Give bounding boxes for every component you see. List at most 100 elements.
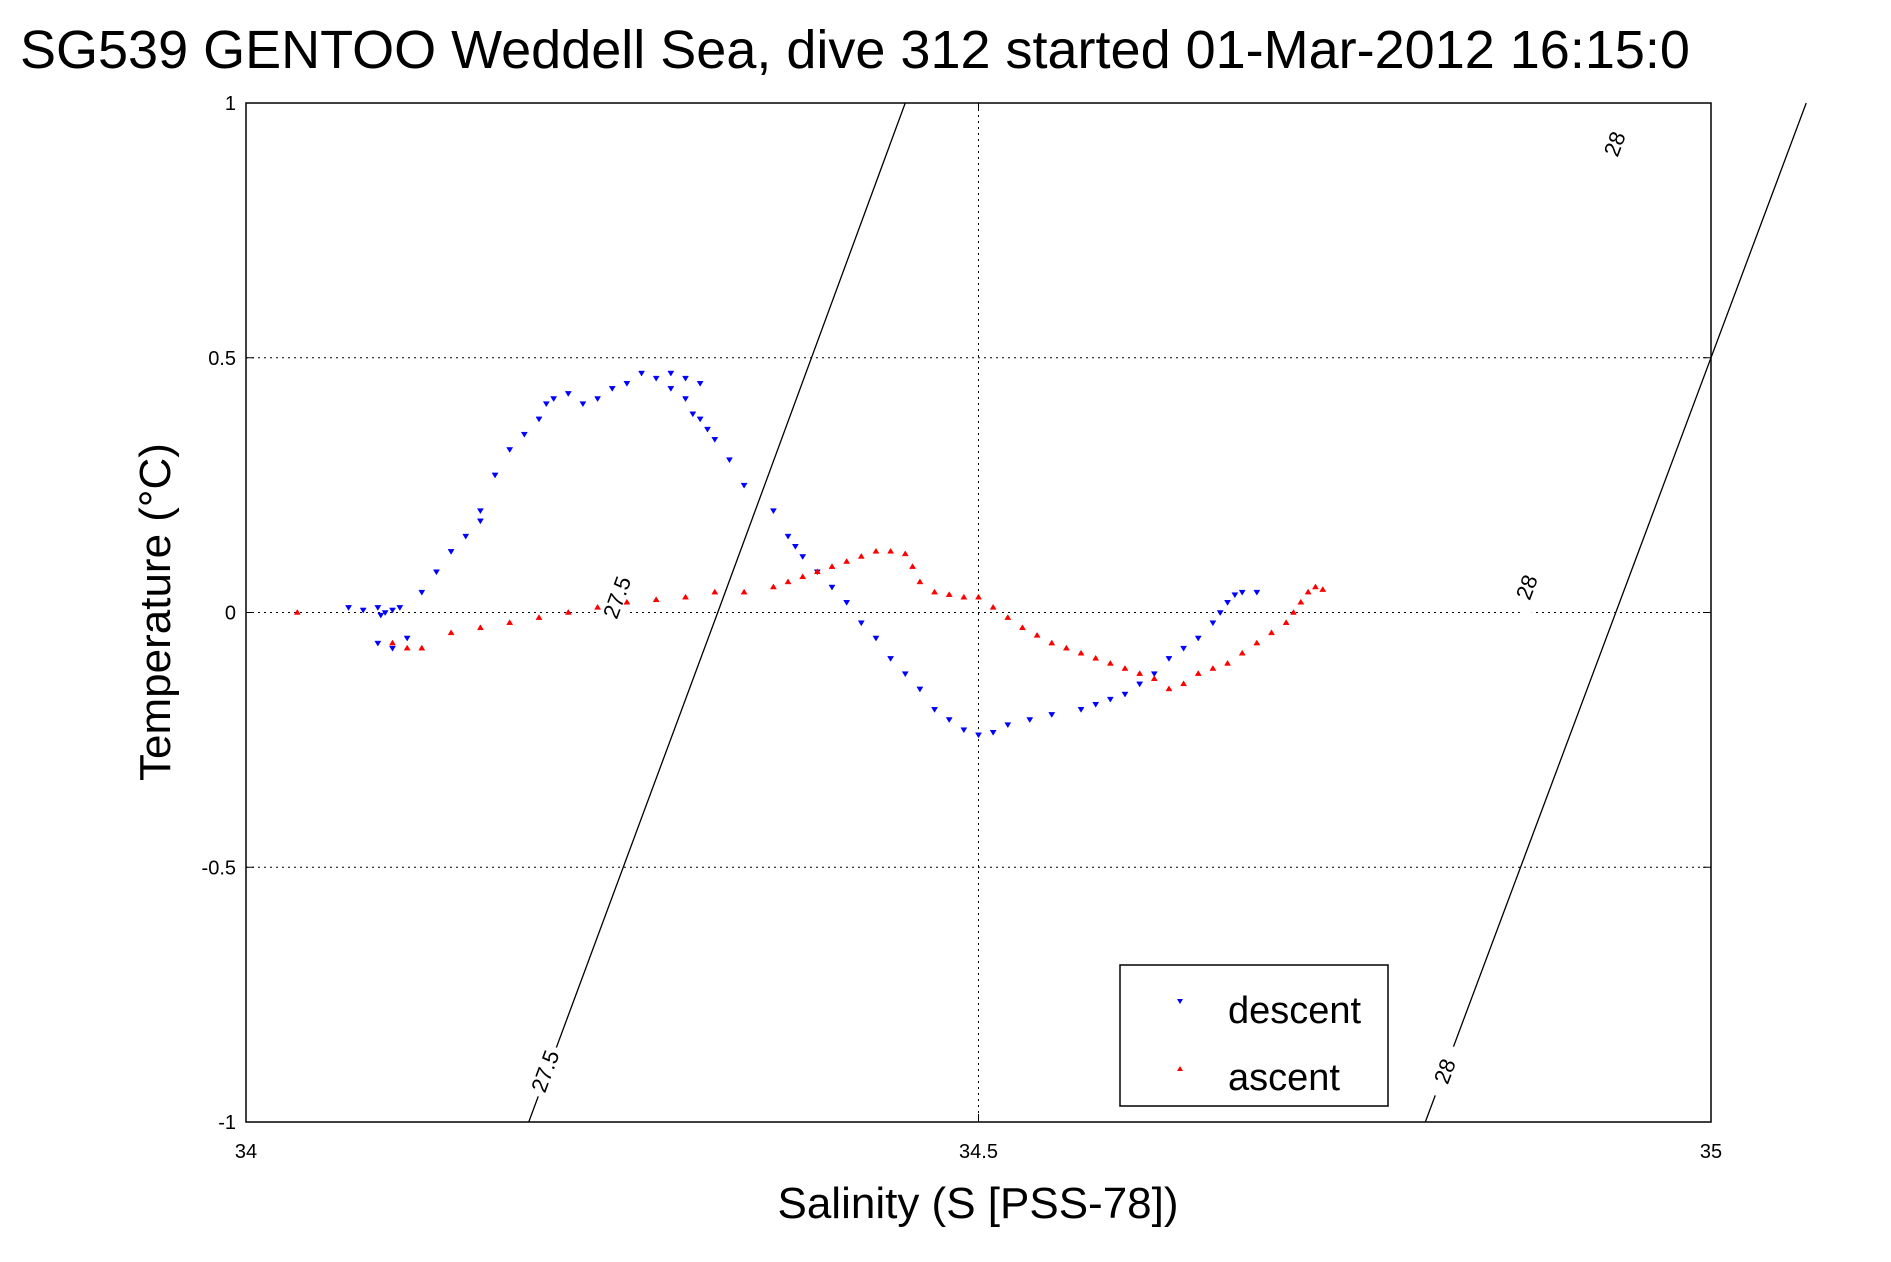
ascent-point (652, 596, 660, 603)
ascent-point (1136, 670, 1144, 676)
legend-box (1119, 964, 1389, 1107)
y-tick-label-1: -0.5 (202, 857, 236, 879)
descent-point (1136, 681, 1144, 688)
descent-point (418, 589, 426, 596)
descent-point (594, 396, 602, 402)
ascent-point (916, 578, 924, 585)
ascent-point (843, 558, 851, 564)
ascent-point (1224, 659, 1231, 666)
ascent-point (1319, 586, 1327, 592)
descent-point (1077, 707, 1085, 713)
ascent-point (740, 588, 748, 595)
ascent-point (887, 547, 895, 554)
descent-point (564, 391, 572, 397)
contour-label-bg-1-1 (1504, 557, 1549, 617)
ascent-point (813, 568, 821, 574)
ascent-point (901, 550, 909, 557)
descent-point (799, 554, 807, 560)
descent-point (1121, 691, 1129, 698)
descent-point (535, 416, 543, 423)
ascent-point (1048, 639, 1056, 646)
descent-point (667, 370, 675, 377)
ascent-point (535, 614, 543, 620)
x-tick-label-0: 34 (235, 1141, 257, 1163)
ascent-point (769, 583, 777, 590)
descent-point (520, 431, 528, 438)
grid-lines (246, 103, 1711, 1122)
y-tick-label-4: 1 (225, 93, 236, 115)
legend: descent ascent (1119, 964, 1389, 1107)
descent-point (667, 386, 675, 392)
descent-series (345, 370, 1261, 739)
ascent-point (975, 593, 982, 600)
ascent-point (1150, 675, 1158, 681)
descent-point (550, 396, 558, 402)
descent-point (377, 612, 385, 619)
descent-point (608, 386, 616, 392)
ascent-point (1312, 583, 1319, 590)
x-tick-label-1: 34.5 (959, 1141, 998, 1163)
contour-27.5 (528, 102, 906, 1123)
ascent-point (945, 591, 953, 597)
ascent-point (1209, 665, 1217, 671)
ascent-point (506, 619, 514, 625)
ascent-point (1033, 631, 1041, 638)
descent-point (447, 549, 455, 555)
descent-point (872, 635, 880, 642)
ascent-point (828, 563, 836, 569)
descent-point (389, 645, 396, 652)
descent-point (975, 732, 982, 739)
legend-label-descent: descent (1228, 990, 1362, 1032)
ascent-point (1062, 644, 1070, 651)
descent-point (389, 607, 396, 614)
descent-point (623, 380, 631, 387)
legend-marker-descent (1177, 999, 1183, 1004)
descent-point (579, 401, 587, 408)
ascent-point (1180, 680, 1188, 687)
ascent-point (1121, 665, 1129, 671)
contour-28 (1424, 102, 1807, 1123)
descent-point (403, 635, 411, 642)
descent-point (433, 569, 440, 576)
chart-title: SG539 GENTOO Weddell Sea, dive 312 start… (20, 20, 1690, 80)
contour-label-bg-0-0 (522, 1041, 568, 1101)
descent-point (696, 416, 704, 423)
descent-point (887, 656, 895, 662)
descent-point (740, 482, 748, 489)
ascent-point (1004, 614, 1012, 620)
descent-point (791, 544, 799, 550)
x-tick-label-2: 35 (1700, 1141, 1722, 1163)
descent-point (374, 640, 382, 647)
descent-point (476, 518, 484, 525)
descent-point (711, 437, 719, 443)
descent-point (1216, 610, 1224, 616)
ascent-point (960, 593, 968, 600)
ascent-point (1106, 659, 1114, 666)
y-tick-label-3: 0.5 (208, 348, 236, 370)
descent-point (1180, 645, 1188, 652)
ascent-point (799, 573, 807, 580)
descent-point (462, 533, 470, 540)
descent-point (1224, 600, 1231, 606)
descent-point (638, 370, 645, 377)
ascent-point (909, 563, 917, 569)
ascent-point (1019, 624, 1026, 631)
ascent-point (594, 603, 602, 610)
ascent-point (682, 593, 689, 600)
ascent-point (784, 578, 792, 585)
contour-label-bg-1-0 (1422, 1041, 1467, 1101)
ascent-point (389, 639, 396, 646)
descent-point (704, 426, 711, 433)
descent-point (1048, 712, 1056, 718)
y-tick-label-0: -1 (218, 1112, 236, 1134)
ascent-point (1077, 649, 1085, 656)
ascent-point (931, 588, 938, 595)
ascent-point (476, 624, 484, 631)
descent-point (1209, 620, 1217, 627)
ascent-point (1165, 685, 1173, 692)
descent-point (1253, 589, 1261, 596)
descent-point (857, 620, 865, 627)
ascent-point (711, 588, 719, 595)
descent-point (1092, 701, 1100, 708)
